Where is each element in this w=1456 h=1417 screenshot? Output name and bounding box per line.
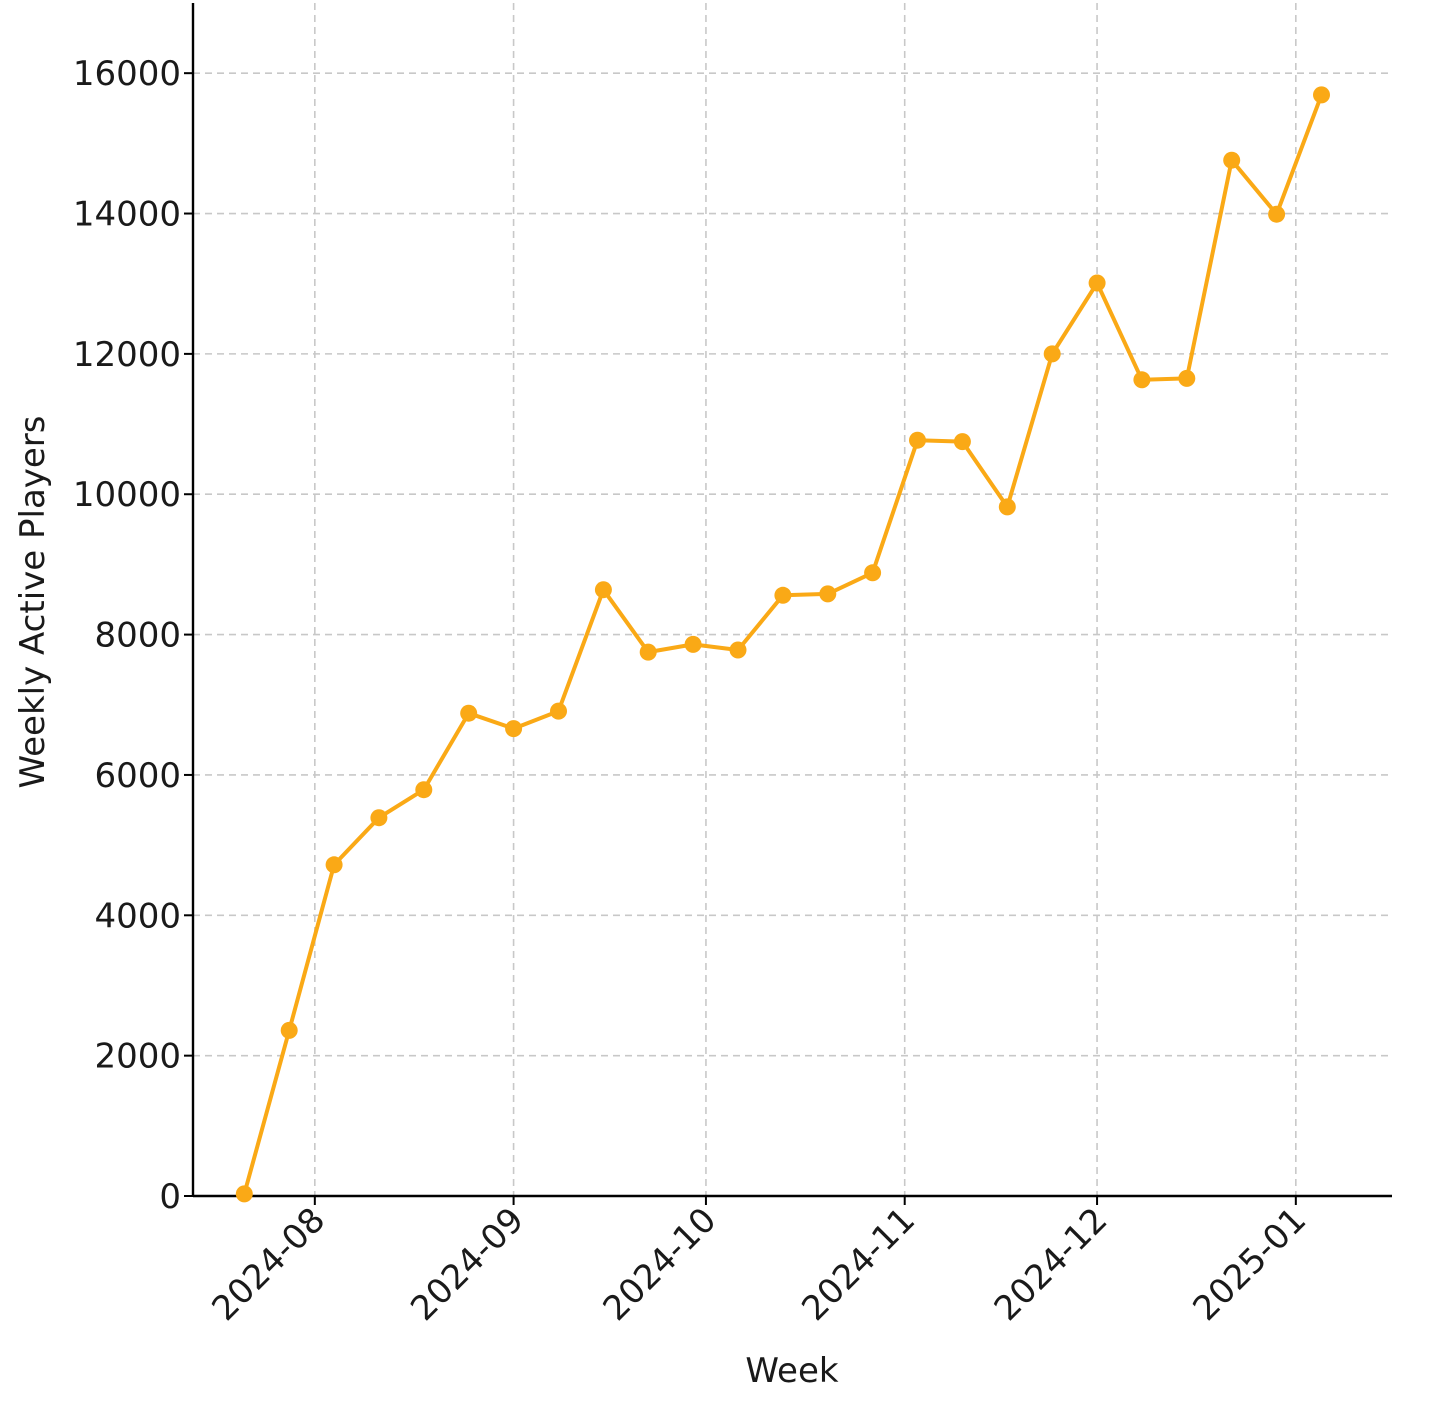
y-tick-label: 16000 — [73, 54, 181, 94]
data-point — [370, 809, 388, 827]
y-tick-label: 10000 — [73, 475, 181, 515]
data-point — [235, 1185, 253, 1203]
tick-marks — [184, 72, 1297, 1205]
data-point — [729, 641, 747, 659]
data-point — [1088, 274, 1106, 292]
y-tick-label: 6000 — [94, 756, 181, 796]
x-tick-label: 2024-10 — [596, 1200, 725, 1329]
x-axis-label: Week — [745, 1351, 838, 1391]
data-point — [594, 581, 612, 599]
x-tick-labels: 2024-08 2024-09 2024-10 2024-11 2024-12 2025-… — [204, 1200, 1314, 1329]
x-tick-label: 2024-08 — [204, 1200, 333, 1329]
y-axis-label: Weekly Active Players — [13, 415, 53, 788]
data-point — [998, 498, 1016, 516]
data-point — [953, 433, 971, 451]
data-point — [1178, 369, 1196, 387]
data-point — [1133, 371, 1151, 389]
x-tick-label: 2024-09 — [403, 1200, 532, 1329]
x-tick-label: 2025-01 — [1185, 1200, 1314, 1329]
x-tick-label: 2024-11 — [794, 1200, 923, 1329]
series-line — [242, 92, 1324, 1196]
data-point — [280, 1021, 298, 1039]
data-point — [864, 564, 882, 582]
data-point — [1268, 205, 1286, 223]
y-tick-label: 8000 — [94, 616, 181, 656]
y-tick-label: 14000 — [73, 195, 181, 235]
y-tick-label: 12000 — [73, 335, 181, 375]
data-point — [1223, 151, 1241, 169]
data-point — [415, 781, 433, 799]
data-point — [909, 431, 926, 449]
data-point — [550, 702, 567, 720]
data-point — [819, 585, 837, 603]
axes — [191, 3, 1392, 1198]
y-tick-labels: 0 2000 4000 6000 8000 10000 12000 14000 16000 — [73, 54, 181, 1217]
y-tick-label: 2000 — [94, 1037, 181, 1077]
y-tick-label: 4000 — [94, 896, 181, 936]
data-point — [505, 720, 523, 738]
data-point — [1313, 86, 1330, 104]
data-point — [460, 704, 478, 722]
grid-lines — [193, 3, 1392, 1196]
y-tick-label: 0 — [159, 1177, 181, 1217]
data-point — [325, 856, 343, 874]
data-series — [235, 86, 1330, 1203]
data-point — [774, 586, 792, 604]
x-tick-label: 2024-12 — [987, 1200, 1116, 1329]
data-point — [1043, 345, 1061, 363]
data-point — [684, 635, 702, 653]
data-point — [639, 643, 657, 661]
